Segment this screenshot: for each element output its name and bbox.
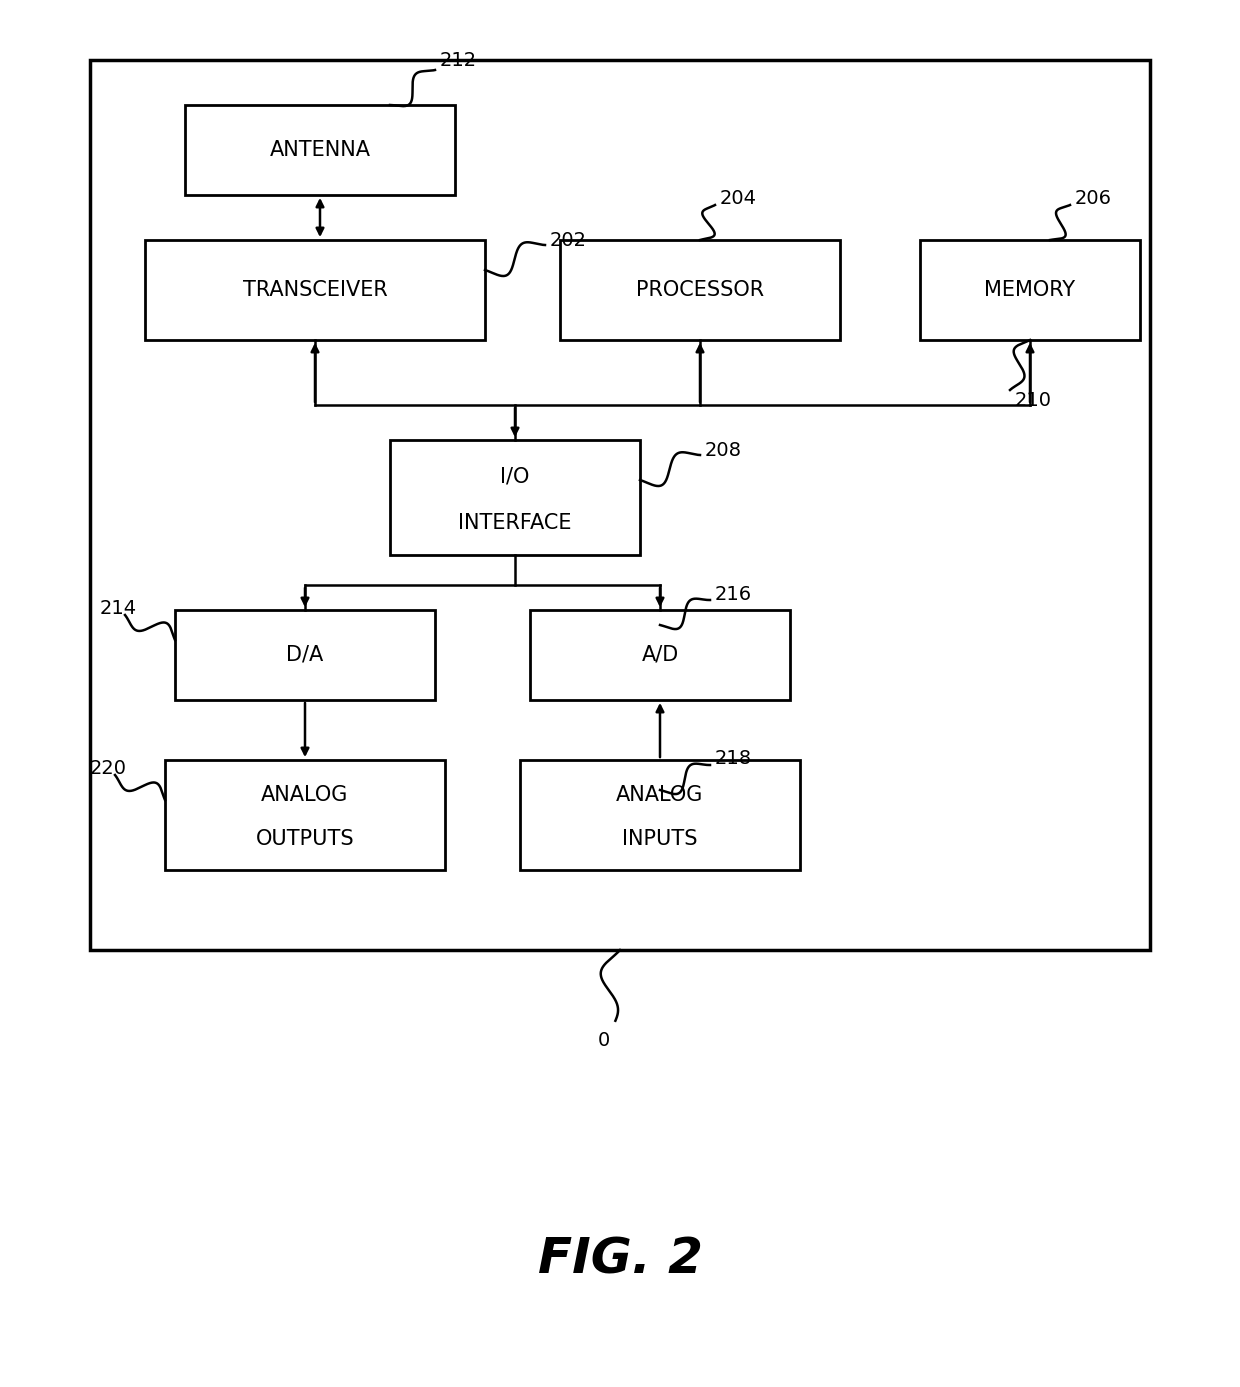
Bar — [175, 610, 435, 700]
Text: D/A: D/A — [286, 645, 324, 664]
Text: TRANSCEIVER: TRANSCEIVER — [243, 280, 387, 300]
Bar — [391, 440, 640, 555]
Text: FIG. 2: FIG. 2 — [538, 1236, 702, 1284]
Text: 206: 206 — [1075, 189, 1112, 208]
Text: 210: 210 — [1016, 391, 1052, 409]
Text: OUTPUTS: OUTPUTS — [255, 829, 355, 849]
Text: MEMORY: MEMORY — [985, 280, 1075, 300]
Text: ANALOG: ANALOG — [616, 785, 703, 806]
Text: I/O: I/O — [500, 467, 529, 487]
Bar — [520, 760, 800, 870]
Text: INTERFACE: INTERFACE — [459, 513, 572, 533]
Bar — [560, 240, 839, 340]
Text: 202: 202 — [551, 230, 587, 250]
Bar — [165, 760, 445, 870]
Text: INPUTS: INPUTS — [622, 829, 698, 849]
Bar — [529, 610, 790, 700]
Text: 208: 208 — [706, 441, 742, 459]
Text: 220: 220 — [91, 759, 126, 778]
Bar — [91, 60, 1149, 950]
Text: ANTENNA: ANTENNA — [269, 140, 371, 160]
Text: 216: 216 — [715, 585, 753, 605]
Text: 204: 204 — [720, 189, 756, 208]
Text: 218: 218 — [715, 749, 753, 767]
Text: ANALOG: ANALOG — [262, 785, 348, 806]
Text: 0: 0 — [598, 1031, 610, 1050]
Text: 212: 212 — [440, 50, 477, 69]
Bar — [920, 240, 1140, 340]
Bar — [145, 240, 485, 340]
Text: PROCESSOR: PROCESSOR — [636, 280, 764, 300]
Text: 214: 214 — [100, 599, 138, 617]
Bar — [185, 105, 455, 196]
Text: A/D: A/D — [641, 645, 678, 664]
